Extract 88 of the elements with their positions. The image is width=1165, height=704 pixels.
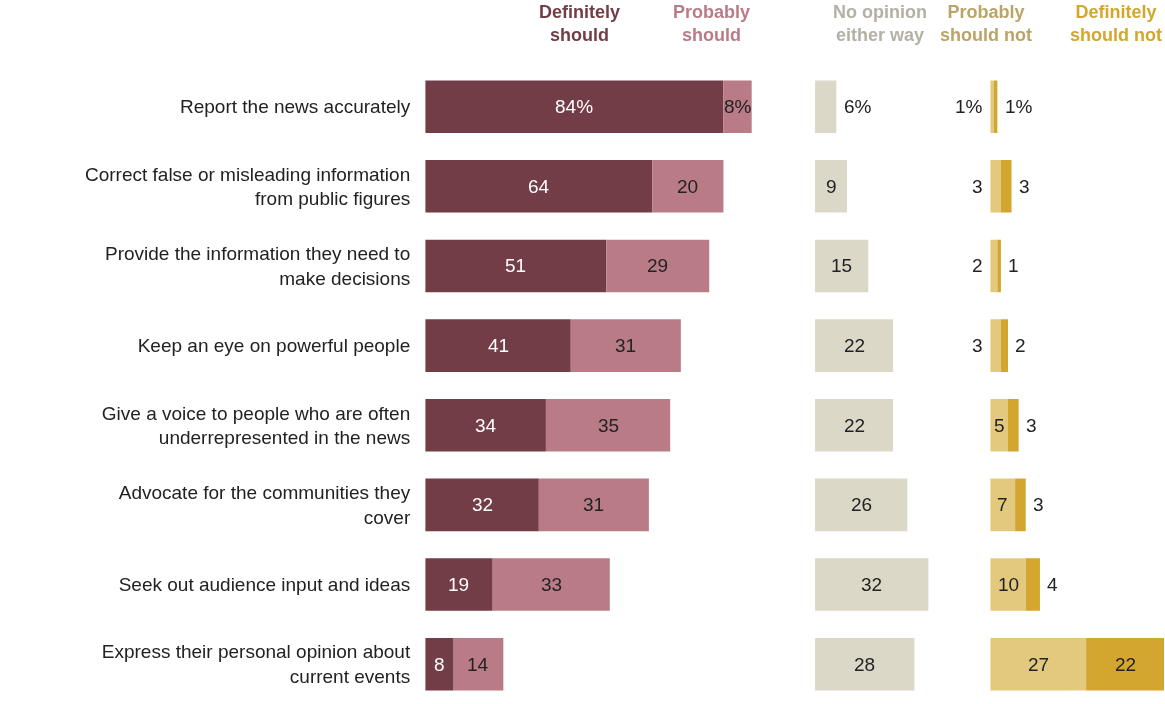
bar [990, 478, 1016, 532]
data-label: 4 [1047, 574, 1058, 595]
bar [1008, 398, 1019, 452]
bar [1015, 478, 1026, 532]
bar [425, 160, 653, 213]
data-label: 19 [448, 574, 470, 595]
data-label: 9 [826, 176, 837, 197]
bar [1000, 319, 1008, 372]
bar [1000, 160, 1012, 213]
data-label: 1% [955, 96, 983, 117]
bar [425, 239, 607, 293]
y-tick-label: Provide the information they need to make decisions [104, 243, 411, 289]
bar [538, 478, 649, 532]
bar [815, 637, 915, 691]
data-label: 34 [475, 415, 497, 436]
data-label: 5 [994, 415, 1005, 436]
bar [990, 160, 1001, 213]
data-label: 26 [851, 494, 873, 515]
data-label: 1% [1005, 96, 1033, 117]
bar [815, 558, 929, 611]
text: Probably should not [940, 2, 1032, 46]
data-label: 2 [972, 255, 983, 276]
bar [815, 319, 894, 372]
bar [606, 239, 710, 293]
bar [815, 398, 894, 452]
bar [570, 319, 681, 372]
bar [425, 558, 493, 611]
y-tick-label: Report the news accurately [179, 96, 411, 118]
data-label: 29 [647, 255, 669, 276]
series-label: No opinion either way [833, 2, 927, 46]
bar [492, 558, 610, 611]
data-label: 3 [972, 335, 983, 356]
y-tick-label: Express their personal opinion about current events [101, 641, 411, 688]
data-label: 35 [598, 415, 620, 436]
bar [815, 478, 908, 532]
y-tick-label: Correct false or misleading information from public figures [84, 163, 411, 210]
data-label: 33 [541, 574, 563, 595]
series-label: Probably should [673, 2, 751, 46]
bar [815, 239, 869, 293]
data-label: 41 [488, 335, 510, 356]
bar [815, 80, 837, 133]
bar [425, 80, 724, 133]
data-label: 20 [677, 176, 699, 197]
data-label: 22 [844, 335, 866, 356]
bar [545, 398, 671, 452]
bar [1025, 558, 1040, 611]
data-label: 3 [1033, 494, 1044, 515]
data-label: 3 [972, 176, 983, 197]
data-label: 31 [583, 494, 605, 515]
bar [425, 398, 546, 452]
bar [425, 637, 454, 691]
y-tick-label: Seek out audience input and ideas [118, 574, 411, 596]
bar [990, 319, 1001, 372]
data-label: 3 [1026, 415, 1037, 436]
data-label: 32 [472, 494, 494, 515]
bar [453, 637, 504, 691]
y-tick-label: Advocate for the communities they cover [118, 482, 411, 528]
bar [425, 319, 571, 372]
data-label: 28 [854, 654, 876, 675]
y-tick-label: Keep an eye on powerful people [137, 335, 411, 357]
data-label: 32 [861, 574, 883, 595]
data-label: 2 [1015, 335, 1026, 356]
data-label: 22 [844, 415, 866, 436]
data-label: 7 [997, 494, 1008, 515]
text: Definitely should not [1070, 2, 1162, 46]
data-label: 27 [1028, 654, 1050, 675]
data-label: 31 [615, 335, 637, 356]
series-label: Definitely should [539, 2, 621, 46]
data-label: 15 [831, 255, 853, 276]
data-label: 8% [724, 96, 752, 117]
data-label: 8 [434, 654, 445, 675]
bar [425, 478, 539, 532]
data-label: 22 [1115, 654, 1137, 675]
data-label: 10 [998, 574, 1020, 595]
y-tick-label: Give a voice to people who are often underrepresented in the news [101, 402, 411, 449]
data-label: 84% [555, 96, 594, 117]
bar [990, 637, 1087, 691]
bar [815, 160, 847, 213]
data-label: 3 [1019, 176, 1030, 197]
bar [1086, 637, 1165, 691]
bar [652, 160, 724, 213]
data-label: 1 [1008, 255, 1019, 276]
data-label: 14 [467, 654, 489, 675]
data-label: 6% [844, 96, 872, 117]
data-label: 51 [505, 255, 527, 276]
bar [997, 239, 1001, 293]
data-label: 64 [528, 176, 550, 197]
bar [990, 558, 1026, 611]
